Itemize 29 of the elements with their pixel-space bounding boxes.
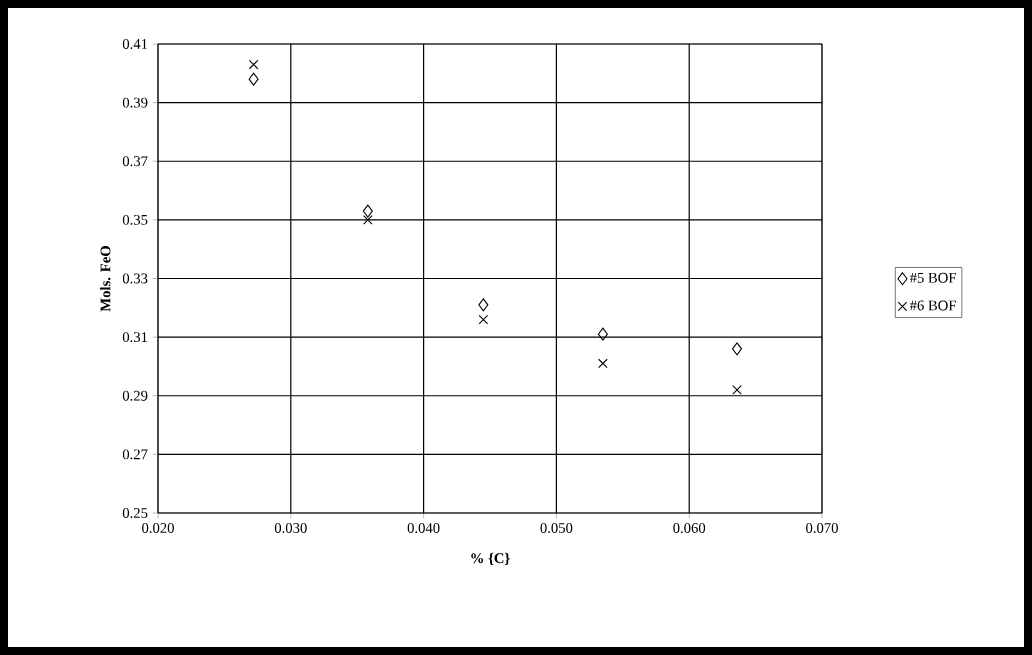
- point: [732, 385, 742, 395]
- x-tick-label: 0.020: [142, 523, 174, 533]
- point: [362, 204, 373, 218]
- point: [731, 342, 743, 356]
- legend-label: #6 BOF: [909, 300, 956, 311]
- point: [248, 59, 259, 70]
- x-tick-label: 0.050: [540, 523, 573, 533]
- y-tick-label: 0.25: [122, 508, 148, 518]
- y-tick-label: 0.39: [122, 97, 148, 108]
- point: [597, 327, 608, 341]
- x-tick-label: 0.060: [673, 523, 706, 533]
- y-tick-label: 0.29: [122, 390, 148, 401]
- y-tick-label: 0.27: [122, 449, 148, 460]
- y-tick-label: 0.41: [122, 39, 148, 49]
- x-tick-label: 0.030: [274, 523, 307, 533]
- point: [478, 314, 489, 325]
- y-tick-label: 0.35: [122, 214, 148, 225]
- y-tick-label: 0.33: [122, 273, 148, 284]
- point: [363, 215, 373, 225]
- x-tick-label: 0.070: [806, 523, 838, 533]
- point: [598, 358, 608, 369]
- x-axis-title: % {C}: [471, 552, 510, 565]
- y-tick-label: 0.37: [122, 156, 148, 167]
- legend-label: #5 BOF: [909, 272, 956, 283]
- point: [248, 72, 259, 86]
- y-axis-title: Mols. FeO: [100, 246, 111, 312]
- x-tick-label: 0.040: [407, 523, 440, 533]
- y-tick-label: 0.31: [122, 332, 148, 343]
- point: [478, 298, 489, 312]
